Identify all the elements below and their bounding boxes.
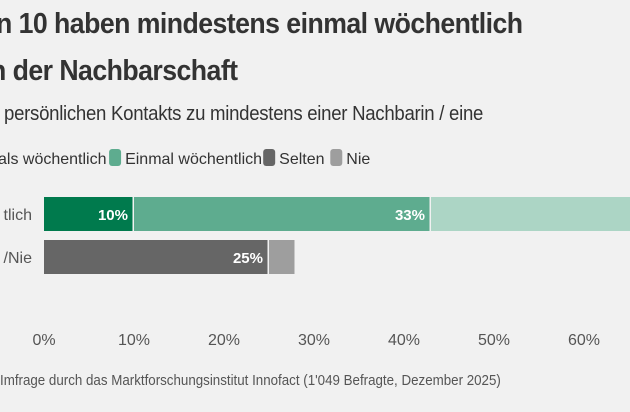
- chart-title-line-1: n 10 haben mindestens einmal wöchentlich: [0, 8, 523, 40]
- chart-subtitle: persönlichen Kontakts zu mindestens eine…: [4, 103, 484, 125]
- x-tick-label: 20%: [208, 332, 240, 349]
- category-label: /Nie: [4, 250, 33, 267]
- data-label: 10%: [98, 207, 128, 224]
- legend-label: Selten: [279, 151, 324, 168]
- x-tick-label: 60%: [568, 332, 600, 349]
- data-label: 25%: [233, 250, 263, 267]
- data-label: 33%: [395, 207, 425, 224]
- x-tick-label: 50%: [478, 332, 510, 349]
- legend-label: Nie: [346, 151, 370, 168]
- legend-swatch: [330, 149, 343, 166]
- x-tick-label: 0%: [32, 332, 55, 349]
- chart-source: Imfrage durch das Marktforschungsinstitu…: [0, 373, 501, 389]
- x-tick-label: 10%: [118, 332, 150, 349]
- bar-segment: [134, 197, 430, 231]
- x-tick-label: 30%: [298, 332, 330, 349]
- bar-segment: [269, 240, 295, 274]
- legend-swatch: [263, 149, 276, 166]
- bar-segment: [431, 197, 630, 231]
- legend-label: als wöchentlich: [0, 151, 107, 168]
- bar-segment: [44, 197, 133, 231]
- x-tick-label: 40%: [388, 332, 420, 349]
- category-label: tlich: [4, 207, 32, 224]
- legend-swatch: [109, 149, 122, 166]
- chart-title-line-2: n der Nachbarschaft: [0, 55, 238, 87]
- bar-segment: [44, 240, 268, 274]
- legend-label: Einmal wöchentlich: [125, 151, 262, 168]
